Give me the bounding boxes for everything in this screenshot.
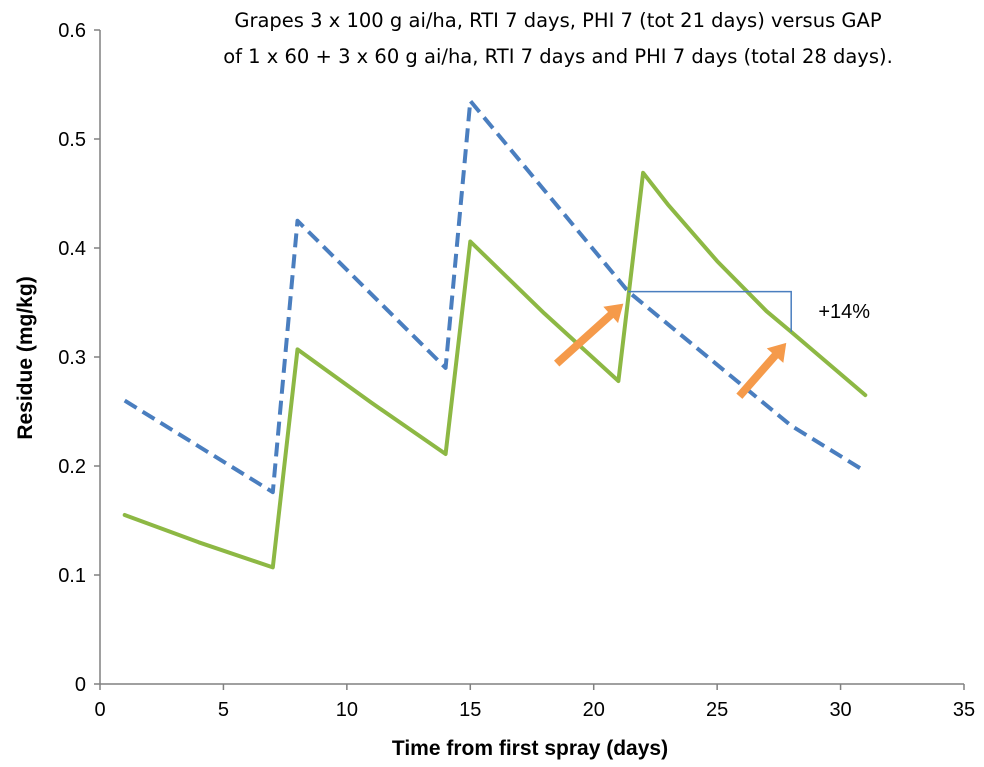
- highlight-arrow: [736, 342, 787, 399]
- x-tick-label: 15: [459, 699, 481, 721]
- x-tick-label: 5: [218, 699, 229, 721]
- y-tick-label: 0.5: [58, 129, 86, 151]
- x-axis-title: Time from first spray (days): [392, 737, 668, 760]
- x-tick-label: 10: [336, 699, 358, 721]
- title-line-1: Grapes 3 x 100 g ai/ha, RTI 7 days, PHI …: [234, 9, 882, 32]
- y-axis-title: Residue (mg/kg): [14, 276, 37, 439]
- x-tick-label: 30: [829, 699, 851, 721]
- x-tick-label: 20: [583, 699, 605, 721]
- series-line-solid: [122, 170, 868, 570]
- title-line-2: of 1 x 60 + 3 x 60 g ai/ha, RTI 7 days a…: [223, 45, 893, 68]
- y-tick-label: 0.3: [58, 347, 86, 369]
- x-tick-label: 25: [706, 699, 728, 721]
- chart-title: Grapes 3 x 100 g ai/ha, RTI 7 days, PHI …: [223, 9, 893, 68]
- y-tick-label: 0.2: [58, 456, 86, 478]
- annotations: +14%: [554, 290, 870, 399]
- x-tick-label: 0: [94, 699, 105, 721]
- series-line-dashed: [123, 98, 867, 495]
- axes: 0 0.1 0.2 0.3 0.4 0.5 0.6 0 5 10 15 20 25 30 35: [58, 20, 975, 721]
- y-tick-label: 0.1: [58, 565, 86, 587]
- plot-area: [122, 98, 868, 570]
- difference-bracket: [628, 290, 792, 332]
- y-tick-label: 0.6: [58, 20, 86, 42]
- y-tick-label: 0: [75, 674, 86, 696]
- percent-change-label: +14%: [818, 301, 870, 323]
- y-tick-label: 0.4: [58, 238, 86, 260]
- highlight-arrow: [554, 303, 624, 367]
- x-tick-label: 35: [953, 699, 975, 721]
